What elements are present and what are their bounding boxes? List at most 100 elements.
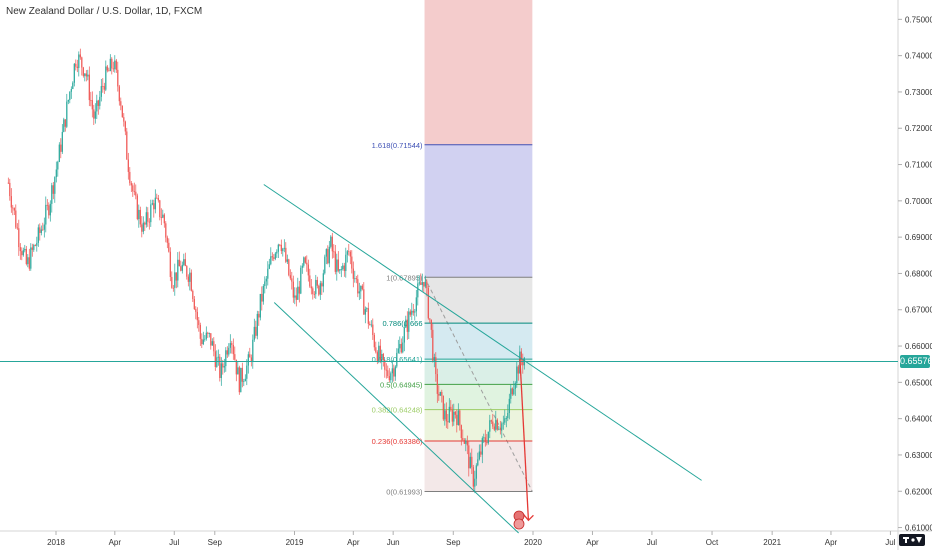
candle-body: [124, 121, 126, 132]
candle-body: [90, 100, 92, 101]
candle-body: [105, 66, 107, 90]
candle-body: [142, 222, 144, 232]
candle-body: [67, 100, 69, 102]
candle-body: [333, 251, 335, 253]
candle-body: [19, 247, 21, 252]
candle-body: [237, 367, 239, 375]
candle-body: [256, 313, 258, 336]
candle-body: [46, 204, 48, 206]
candle-body: [115, 60, 117, 70]
candle-body: [81, 57, 83, 68]
candle-body: [448, 406, 450, 423]
x-tick-label: 2021: [763, 538, 781, 547]
candle-body: [34, 245, 36, 246]
candle-body: [292, 281, 294, 298]
candle-body: [100, 86, 102, 97]
candle-body: [174, 272, 176, 288]
candle-body: [306, 262, 308, 265]
fib-zone-top: [424, 0, 533, 145]
candle-body: [273, 257, 275, 259]
candle-body: [202, 339, 204, 345]
candle-body: [13, 208, 15, 211]
y-tick-label: 0.74000: [905, 52, 932, 61]
candle-body: [45, 204, 47, 225]
candle-body: [94, 111, 96, 119]
candle-body: [378, 345, 380, 362]
x-tick-label: Sep: [446, 538, 461, 547]
fib-zone: [424, 384, 533, 410]
current-price-tag: 0.65576: [900, 354, 932, 368]
candle-body: [294, 295, 296, 298]
candle-body: [145, 212, 147, 225]
candle-body: [516, 366, 518, 384]
candle-body: [477, 459, 479, 466]
candle-body: [415, 297, 417, 312]
candle-body: [219, 356, 221, 378]
candle-body: [31, 247, 33, 250]
candle-body: [382, 354, 384, 361]
candle-body: [72, 82, 74, 90]
candle-body: [25, 248, 27, 265]
x-tick-label: Jul: [647, 538, 657, 547]
candle-body: [126, 131, 128, 160]
candle-body: [153, 203, 155, 210]
fib-level-label: 1(0.67895): [386, 273, 423, 282]
candle-body: [69, 91, 71, 101]
candle-body: [325, 249, 327, 257]
y-tick-label: 0.69000: [905, 233, 932, 242]
candle-body: [469, 456, 471, 469]
candle-body: [441, 391, 443, 396]
candle-body: [364, 309, 366, 315]
candle-body: [102, 86, 104, 87]
candle-body: [79, 54, 81, 58]
candle-body: [429, 318, 431, 320]
candle-body: [222, 363, 224, 368]
candle-body: [468, 445, 470, 469]
candle-body: [103, 86, 105, 90]
candle-body: [267, 268, 269, 279]
candle-body: [376, 352, 378, 362]
candle-body: [15, 210, 17, 228]
y-tick-label: 0.75000: [905, 15, 932, 24]
candle-body: [7, 182, 9, 184]
candle-body: [424, 281, 426, 287]
candle-body: [226, 350, 228, 355]
candle-body: [490, 420, 492, 422]
candle-body: [246, 365, 248, 379]
candle-body: [475, 465, 477, 479]
candles: [7, 48, 525, 494]
candle-body: [225, 350, 227, 367]
candle-body: [141, 224, 143, 232]
candle-body: [123, 117, 125, 122]
candle-body: [118, 86, 120, 102]
candle-body: [33, 245, 35, 250]
candle-body: [381, 354, 383, 361]
candle-body: [291, 278, 293, 282]
candle-body: [286, 259, 288, 262]
candle-body: [213, 341, 215, 352]
candle-body: [399, 343, 401, 349]
candle-body: [177, 259, 179, 281]
candle-body: [390, 373, 392, 381]
candle-body: [120, 101, 122, 106]
y-tick-label: 0.68000: [905, 269, 932, 278]
candle-body: [201, 338, 203, 345]
candle-body: [159, 200, 161, 218]
fib-level-label: 0.5(0.64945): [380, 380, 423, 389]
candle-body: [243, 381, 245, 382]
candle-body: [384, 360, 386, 370]
candle-body: [252, 339, 254, 362]
candle-body: [315, 279, 317, 295]
candle-body: [112, 68, 114, 70]
candle-body: [498, 428, 500, 430]
candle-body: [40, 229, 42, 233]
candle-body: [310, 286, 312, 289]
candle-body: [156, 197, 158, 199]
candle-body: [507, 413, 509, 419]
candle-body: [91, 100, 93, 110]
candle-body: [408, 311, 410, 332]
candle-body: [403, 327, 405, 343]
candle-body: [154, 197, 156, 210]
